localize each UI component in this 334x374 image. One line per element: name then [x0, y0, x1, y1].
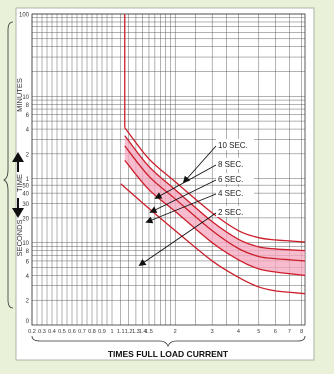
- annotation-bg: [216, 187, 254, 198]
- y-bracket: [3, 21, 14, 309]
- up-arrow-icon: [12, 152, 24, 162]
- annotation-leader: [149, 179, 217, 213]
- y-tick-label: 1: [26, 177, 30, 183]
- plot-border: [31, 13, 306, 326]
- x-tick-label: 0.4: [48, 329, 56, 335]
- annotation-label: 4 SEC.: [218, 189, 243, 198]
- y-tick-label: 40: [22, 192, 29, 198]
- x-tick-label: 1.2: [125, 329, 133, 335]
- y-units-minutes: MINUTES: [15, 78, 24, 112]
- y-tick-label: 50: [22, 184, 29, 190]
- x-tick-label: 5: [257, 329, 260, 335]
- y-tick-label: 6: [26, 259, 30, 265]
- x-tick-label: 0.3: [38, 329, 46, 335]
- x-tick-label: 0.6: [68, 329, 76, 335]
- curve-10sec: [124, 127, 306, 243]
- y-tick-label: 4: [26, 274, 30, 280]
- x-tick-label: 0.8: [88, 329, 96, 335]
- x-tick-label: 6: [274, 329, 277, 335]
- x-tick-label: 1: [110, 329, 113, 335]
- annotation-bg: [216, 139, 254, 150]
- x-tick-label: 4: [237, 329, 240, 335]
- y-tick-label: 10: [22, 241, 29, 247]
- x-bracket: [31, 335, 306, 348]
- annotation-bg: [216, 173, 254, 184]
- y-tick-label: 2: [26, 152, 30, 158]
- x-tick-label: 1.1: [117, 329, 125, 335]
- x-tick-label: 1.3: [132, 329, 140, 335]
- x-tick-label: 1.4: [139, 329, 147, 335]
- y-tick-label: 2: [26, 299, 30, 305]
- curve-8sec: [124, 135, 306, 252]
- curve-6sec: [124, 145, 306, 262]
- annotation-label: 6 SEC.: [218, 175, 243, 184]
- curve-2sec: [120, 183, 306, 295]
- y-tick-label: 0: [26, 319, 30, 325]
- y-tick-label: 30: [22, 202, 29, 208]
- annotation-leader: [182, 145, 217, 184]
- annotation-label: 2 SEC.: [218, 208, 243, 217]
- down-arrow-icon: [12, 208, 24, 218]
- y-tick-label: 10: [22, 95, 29, 101]
- y-tick-label: 20: [22, 216, 29, 222]
- annotation-leader: [138, 212, 217, 267]
- grid-group: [31, 13, 305, 325]
- x-tick-label: 7: [288, 329, 291, 335]
- annotation-label: 8 SEC.: [218, 160, 243, 169]
- y-tick-label: 8: [26, 249, 30, 255]
- y-tick-label: 8: [26, 103, 30, 109]
- y-units-seconds: SECONDS: [15, 219, 24, 256]
- y-time-label: TIME: [15, 174, 24, 192]
- annotation-bg: [216, 158, 254, 169]
- x-tick-label: 8: [300, 329, 303, 335]
- x-tick-label: 2: [174, 329, 177, 335]
- x-tick-label: 1.5: [145, 329, 153, 335]
- y-tick-label: 100: [19, 13, 30, 19]
- x-tick-label: 0.7: [78, 329, 86, 335]
- x-tick-label: 0.5: [58, 329, 66, 335]
- annotation-leader: [145, 193, 217, 224]
- annotation-bg: [216, 206, 254, 217]
- annotation-leader: [154, 164, 217, 199]
- x-tick-label: 0.2: [28, 329, 36, 335]
- x-tick-label: 3: [211, 329, 214, 335]
- shaded-band: [124, 135, 305, 276]
- y-tick-label: 6: [26, 113, 30, 119]
- x-axis-label: TIMES FULL LOAD CURRENT: [108, 349, 229, 359]
- annotation-label: 10 SEC.: [218, 141, 248, 150]
- x-tick-label: 0.9: [98, 329, 106, 335]
- y-tick-label: 4: [26, 128, 30, 134]
